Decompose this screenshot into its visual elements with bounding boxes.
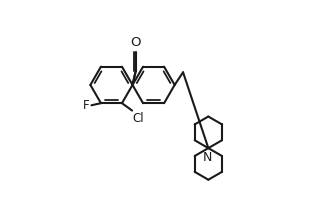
Text: N: N [202,151,212,164]
Text: F: F [83,99,90,112]
Text: O: O [131,35,141,49]
Text: Cl: Cl [133,112,144,125]
